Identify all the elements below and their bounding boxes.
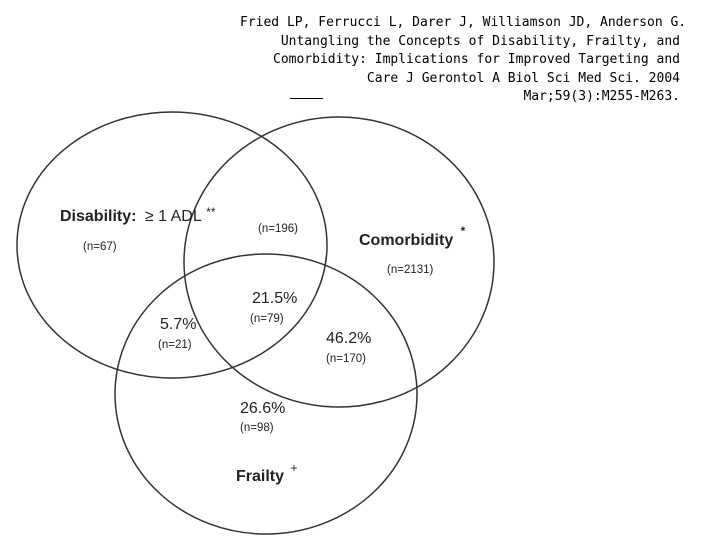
all-three-percent: 21.5% bbox=[252, 290, 297, 307]
frailty-only-count: (n=98) bbox=[240, 422, 274, 434]
citation-line-4: Care J Gerontol A Biol Sci Med Sci. 2004 bbox=[366, 70, 680, 86]
disability-frailty-count: (n=21) bbox=[158, 339, 192, 351]
comorbidity-circle bbox=[183, 116, 495, 408]
frailty-only-percent: 26.6% bbox=[240, 400, 285, 417]
citation: Fried LP, Ferrucci L, Darer J, Williamso… bbox=[240, 14, 687, 107]
comorbidity-frailty-percent: 46.2% bbox=[326, 330, 371, 347]
citation-line-3: Comorbidity: Implications for Improved T… bbox=[273, 52, 680, 67]
disability-only-count: (n=67) bbox=[83, 241, 117, 253]
disability-label: Disability: ≥ 1 ADL ** bbox=[60, 205, 216, 225]
underline-rule bbox=[290, 98, 323, 99]
all-three-count: (n=79) bbox=[250, 313, 284, 325]
frailty-circle bbox=[114, 253, 418, 535]
comorbidity-frailty-count: (n=170) bbox=[326, 353, 366, 365]
comorbidity-label: Comorbidity * bbox=[359, 224, 466, 249]
citation-line-1: Fried LP, Ferrucci L, Darer J, Williamso… bbox=[240, 15, 687, 30]
frailty-label: Frailty + bbox=[236, 461, 297, 485]
citation-line-2: Untangling the Concepts of Disability, F… bbox=[280, 33, 680, 49]
disability-comorbidity-count: (n=196) bbox=[258, 223, 298, 235]
disability-circle bbox=[16, 111, 328, 379]
disability-frailty-percent: 5.7% bbox=[160, 316, 196, 333]
citation-line-5: Mar;59(3):M255-M263. bbox=[523, 89, 680, 104]
comorbidity-only-count: (n=2131) bbox=[387, 264, 434, 276]
